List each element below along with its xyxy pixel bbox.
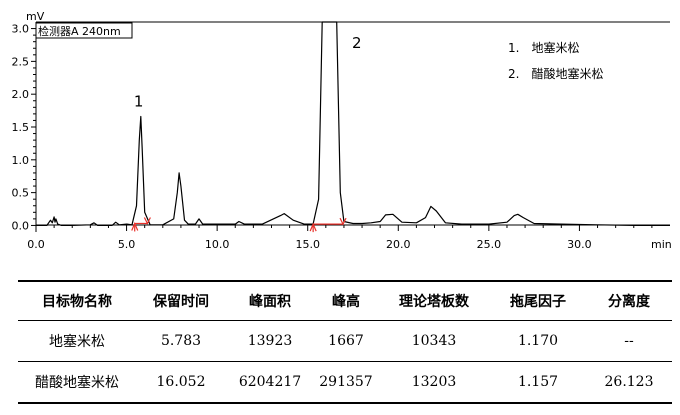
cell-name: 醋酸地塞米松 bbox=[18, 361, 136, 404]
x-tick-label: 5.0 bbox=[118, 238, 136, 251]
series-line-1 bbox=[36, 21, 670, 226]
col-header-name: 目标物名称 bbox=[18, 280, 136, 321]
table-row: 醋酸地塞米松 16.052 6204217 291357 13203 1.157… bbox=[18, 361, 672, 404]
cell-peak-area: 13923 bbox=[226, 320, 314, 362]
y-tick-label: 3.0 bbox=[12, 23, 30, 36]
table-header-row: 目标物名称 保留时间 峰面积 峰高 理论塔板数 拖尾因子 分离度 bbox=[18, 280, 672, 321]
series-layer bbox=[36, 21, 670, 226]
cell-peak-area: 6204217 bbox=[226, 361, 314, 404]
y-tick-label: 1.5 bbox=[12, 121, 30, 134]
x-tick-label: 25.0 bbox=[477, 238, 502, 251]
legend-item-1: 1. 地塞米松 bbox=[508, 40, 579, 55]
y-tick-label: 1.0 bbox=[12, 154, 30, 167]
y-tick-label: 2.5 bbox=[12, 55, 30, 68]
y-tick-label: 2.0 bbox=[12, 88, 30, 101]
x-unit-label: min bbox=[651, 238, 672, 251]
detector-label: 检测器A 240nm bbox=[38, 24, 121, 38]
col-header-peak-area: 峰面积 bbox=[226, 280, 314, 321]
peak-labels: 12 bbox=[134, 34, 362, 111]
cell-tailing: 1.157 bbox=[490, 361, 586, 404]
cell-peak-height: 1667 bbox=[314, 320, 378, 362]
x-ticks: 0.0 5.0 10.0 15.0 20.0 25.0 30.0 bbox=[27, 225, 653, 251]
peak-label-1: 1 bbox=[134, 93, 144, 111]
cell-retention-time: 5.783 bbox=[136, 320, 226, 362]
table-row: 地塞米松 5.783 13923 1667 10343 1.170 -- bbox=[18, 320, 672, 362]
cell-plates: 10343 bbox=[378, 320, 490, 362]
integration-markers bbox=[131, 217, 347, 233]
detector-label-box bbox=[35, 22, 133, 39]
legend-item-2: 2. 醋酸地塞米松 bbox=[508, 66, 603, 81]
cell-plates: 13203 bbox=[378, 361, 490, 404]
y-tick-label: 0.0 bbox=[12, 219, 30, 232]
col-header-plates: 理论塔板数 bbox=[378, 280, 490, 321]
col-header-tailing: 拖尾因子 bbox=[490, 280, 586, 321]
cell-resolution: 26.123 bbox=[586, 361, 672, 404]
y-tick-label: 0.5 bbox=[12, 187, 30, 200]
x-tick-label: 0.0 bbox=[27, 238, 45, 251]
x-tick-label: 15.0 bbox=[295, 238, 320, 251]
peak-label-2: 2 bbox=[352, 34, 362, 52]
cell-name: 地塞米松 bbox=[18, 320, 136, 362]
chromatogram-chart: 0.0 5.0 10.0 15.0 20.0 25.0 30.0 0.0 0.5 1.0 1.5 2… bbox=[12, 10, 672, 251]
cell-resolution: -- bbox=[586, 320, 672, 362]
x-tick-label: 10.0 bbox=[205, 238, 230, 251]
cell-tailing: 1.170 bbox=[490, 320, 586, 362]
y-unit-label: mV bbox=[26, 10, 45, 23]
cell-peak-height: 291357 bbox=[314, 361, 378, 404]
x-tick-label: 30.0 bbox=[567, 238, 592, 251]
x-tick-label: 20.0 bbox=[386, 238, 411, 251]
chart-legend: 1. 地塞米松 2. 醋酸地塞米松 bbox=[508, 40, 603, 81]
end-arrow-1 bbox=[143, 217, 151, 225]
col-header-peak-height: 峰高 bbox=[314, 280, 378, 321]
col-header-resolution: 分离度 bbox=[586, 280, 672, 321]
cell-retention-time: 16.052 bbox=[136, 361, 226, 404]
col-header-retention-time: 保留时间 bbox=[136, 280, 226, 321]
results-table: 目标物名称 保留时间 峰面积 峰高 理论塔板数 拖尾因子 分离度 地塞米松 5.… bbox=[18, 280, 672, 404]
y-ticks: 0.0 0.5 1.0 1.5 2.0 2.5 3.0 bbox=[12, 23, 36, 232]
end-arrow-2 bbox=[339, 217, 347, 226]
